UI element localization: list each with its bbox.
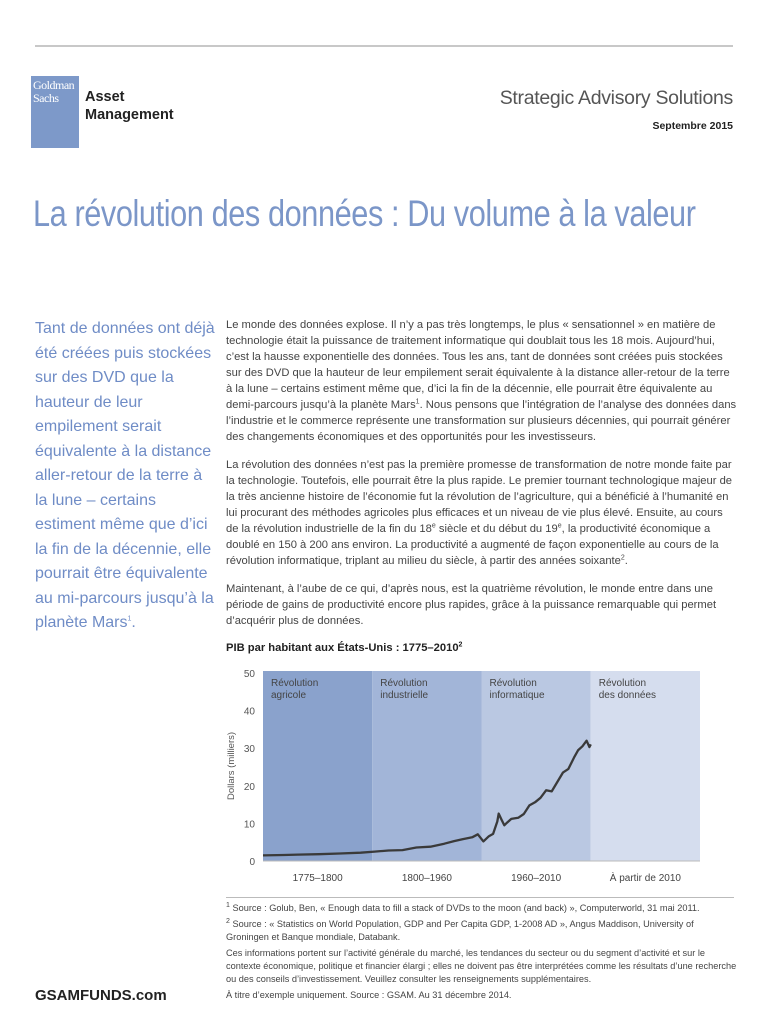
footnote-text: Source : Golub, Ben, « Enough data to fi… (232, 903, 700, 913)
goldman-sachs-logo: Goldman Sachs (31, 76, 79, 148)
footnote-ref: 2 (458, 641, 463, 649)
footnote-ref: 2 (620, 554, 625, 562)
pull-quote: Tant de données ont déjà été créées puis… (35, 317, 215, 636)
brand-line2: Management (85, 107, 174, 123)
era-label: agricole (271, 690, 306, 701)
brand-line1: Asset (85, 89, 125, 105)
logo-line: Sachs (33, 91, 59, 105)
paragraph-2: La révolution des données n’est pas la p… (226, 457, 738, 569)
top-rule (35, 45, 733, 47)
era-label: informatique (490, 690, 545, 701)
y-tick-label: 20 (244, 782, 256, 793)
x-tick-label: 1775–1800 (293, 873, 343, 884)
x-tick-label: 1800–1960 (402, 873, 452, 884)
text: La révolution des données n’est pas la p… (226, 459, 733, 535)
footnote-ref: 1 (127, 615, 132, 623)
brand-name: Asset Management (85, 88, 174, 124)
era-label: des données (599, 690, 656, 701)
y-tick-label: 30 (244, 744, 256, 755)
pull-quote-end: . (131, 614, 136, 631)
y-tick-label: 40 (244, 707, 256, 718)
footnote-1: 1 Source : Golub, Ben, « Enough data to … (226, 902, 738, 915)
chart-title: PIB par habitant aux États-Unis : 1775–2… (226, 641, 738, 656)
era-label: industrielle (380, 690, 428, 701)
gdp-chart: Révolutionagricole1775–1800Révolutionind… (226, 669, 700, 884)
y-tick-label: 0 (249, 857, 255, 868)
x-tick-label: À partir de 2010 (610, 871, 682, 884)
text: . Nous pensons que l’intégration de l’an… (226, 399, 737, 443)
series-title: Strategic Advisory Solutions (499, 87, 734, 109)
x-tick-label: 1960–2010 (511, 873, 561, 884)
main-column: Le monde des données explose. Il n’y a p… (226, 317, 738, 1005)
y-tick-label: 10 (244, 819, 256, 830)
footnote-text: Source : « Statistics on World Populatio… (226, 919, 694, 942)
text: siècle et du début du 19 (435, 523, 558, 535)
superscript: e (557, 522, 562, 530)
era-label: Révolution (380, 678, 427, 689)
page-title: La révolution des données : Du volume à … (33, 193, 696, 234)
text: , la productivité économique a doublé en… (226, 523, 719, 567)
era-band (372, 671, 482, 861)
paragraph-1: Le monde des données explose. Il n’y a p… (226, 317, 738, 445)
y-tick-label: 50 (244, 669, 256, 680)
gdp-line (262, 739, 592, 857)
era-band (481, 671, 591, 861)
disclaimer: Ces informations portent sur l’activité … (226, 948, 737, 984)
footnote-ref: 1 (226, 901, 230, 909)
superscript: e (431, 522, 436, 530)
era-label: Révolution (490, 678, 537, 689)
text: Le monde des données explose. Il n’y a p… (226, 319, 730, 411)
paragraph-3: Maintenant, à l’aube de ce qui, d’après … (226, 583, 717, 627)
pull-quote-text: Tant de données ont déjà été créées puis… (35, 320, 215, 631)
era-label: Révolution (271, 678, 318, 689)
text: . (624, 555, 628, 567)
era-band (263, 671, 373, 861)
footnote-ref: 2 (226, 917, 230, 925)
footnote-rule (226, 897, 734, 898)
publication-date: Septembre 2015 (652, 120, 733, 132)
source-note: À titre d’exemple uniquement. Source : G… (226, 990, 512, 1000)
website-link[interactable]: GSAMFUNDS.com (35, 987, 167, 1004)
chart-title-text: PIB par habitant aux États-Unis : 1775–2… (226, 642, 459, 654)
footnote-ref: 1 (415, 398, 420, 406)
y-axis-label: Dollars (milliers) (226, 732, 237, 800)
era-label: Révolution (599, 678, 646, 689)
logo-line: Goldman (33, 78, 75, 92)
footnote-2: 2 Source : « Statistics on World Populat… (226, 918, 738, 944)
era-band (590, 671, 700, 861)
